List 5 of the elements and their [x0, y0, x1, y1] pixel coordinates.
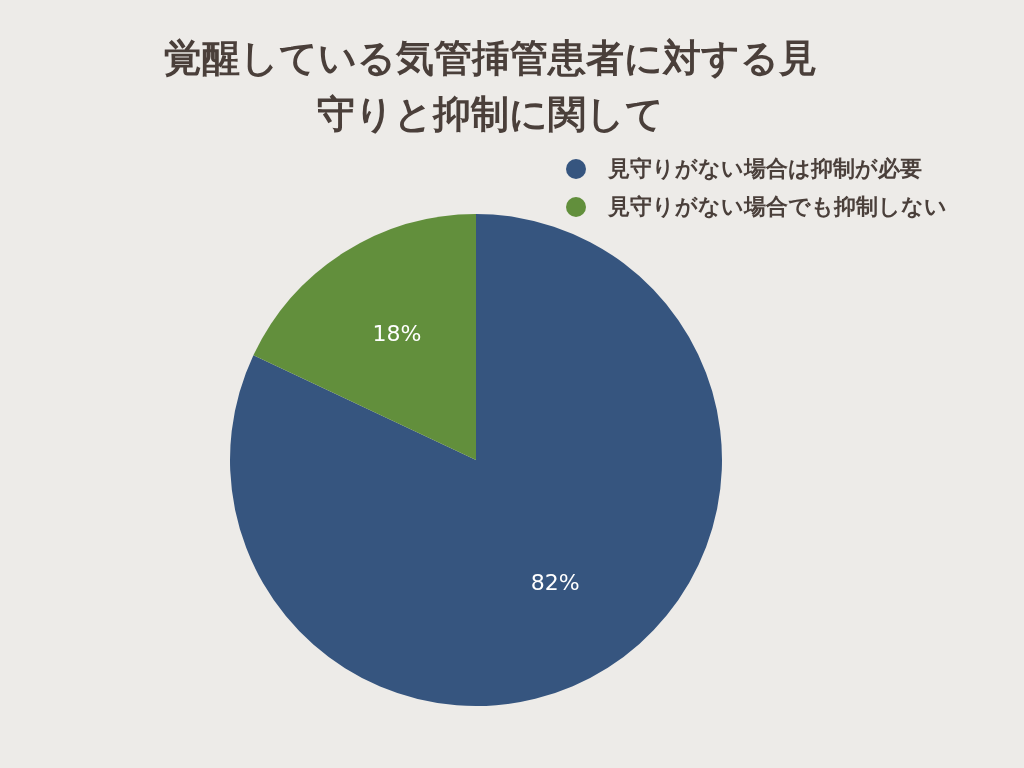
chart-title: 覚醒している気管挿管患者に対する見守りと抑制に関して	[162, 35, 818, 138]
data-label: 82%	[530, 570, 580, 596]
legend-label: 見守りがない場合でも抑制しない	[608, 193, 947, 221]
data-label: 18%	[372, 321, 422, 347]
legend-label: 見守りがない場合は抑制が必要	[608, 155, 922, 183]
